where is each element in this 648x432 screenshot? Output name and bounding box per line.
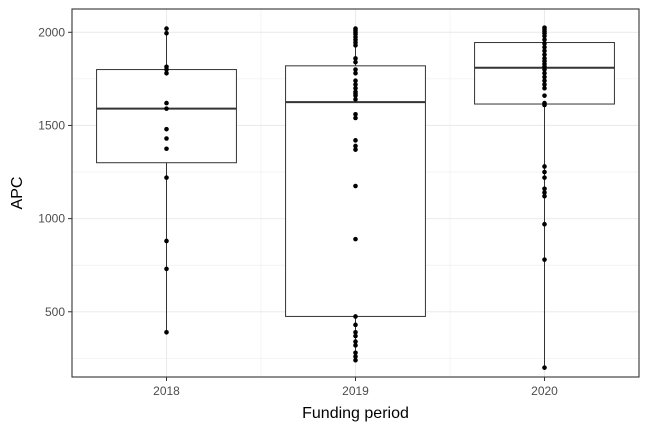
- data-point: [164, 175, 169, 180]
- data-point: [164, 238, 169, 244]
- data-point: [542, 164, 547, 169]
- data-point: [542, 365, 547, 370]
- data-point: [353, 138, 358, 143]
- data-point: [353, 236, 358, 242]
- y-axis-ticks: 500 1000 1500 2000: [38, 25, 72, 319]
- data-point: [542, 257, 547, 262]
- data-point: [164, 70, 169, 76]
- data-point: [164, 136, 169, 141]
- y-tick-label: 500: [45, 305, 65, 319]
- y-tick-label: 1000: [38, 212, 65, 226]
- box-2019: [285, 28, 426, 361]
- data-point: [542, 44, 547, 50]
- data-point: [542, 74, 547, 80]
- data-point: [353, 93, 358, 98]
- data-point: [164, 126, 169, 132]
- data-point: [542, 82, 547, 87]
- x-tick-label: 2018: [153, 384, 180, 398]
- data-point: [353, 143, 358, 149]
- data-point: [164, 67, 169, 72]
- data-point: [542, 52, 547, 57]
- data-point: [353, 82, 358, 87]
- data-point: [164, 146, 169, 152]
- data-point: [353, 147, 358, 152]
- data-point: [164, 266, 169, 272]
- box-layer: [96, 27, 615, 368]
- data-point: [542, 190, 547, 195]
- data-point: [164, 30, 169, 36]
- y-tick-label: 1500: [38, 118, 65, 132]
- data-point: [164, 100, 169, 106]
- data-point: [542, 70, 547, 76]
- data-point: [353, 183, 358, 189]
- data-point: [542, 221, 547, 227]
- data-point: [353, 67, 358, 72]
- data-point: [353, 329, 358, 335]
- data-point: [164, 329, 169, 335]
- data-point: [353, 59, 358, 65]
- data-point: [542, 175, 547, 180]
- data-point: [353, 354, 358, 359]
- data-point: [353, 43, 358, 48]
- data-point: [542, 48, 547, 54]
- data-point: [353, 85, 358, 91]
- data-point: [542, 67, 547, 72]
- data-point: [353, 97, 358, 102]
- data-point: [542, 102, 547, 108]
- box-iqr-2019: [285, 65, 426, 317]
- data-point: [164, 106, 169, 111]
- data-point: [353, 314, 358, 319]
- data-point: [353, 56, 358, 61]
- data-point: [542, 41, 547, 46]
- data-point: [353, 111, 358, 117]
- data-point: [353, 322, 358, 328]
- data-point: [353, 70, 358, 76]
- data-point: [542, 85, 547, 91]
- data-point: [542, 37, 547, 43]
- data-point: [353, 115, 358, 121]
- data-point: [353, 333, 358, 339]
- data-point: [542, 33, 547, 39]
- x-tick-label: 2020: [531, 384, 558, 398]
- y-axis-title: APC: [9, 177, 26, 210]
- data-point: [164, 26, 169, 31]
- x-axis-ticks: 2018 2019 2020: [153, 377, 558, 398]
- point-layer: [164, 25, 547, 370]
- data-point: [353, 357, 358, 363]
- x-axis-title: Funding period: [302, 405, 409, 422]
- data-point: [353, 78, 358, 84]
- data-point: [542, 93, 547, 98]
- data-point: [542, 193, 547, 199]
- y-tick-label: 2000: [38, 25, 65, 39]
- data-point: [542, 186, 547, 192]
- data-point: [353, 343, 358, 348]
- data-point: [542, 78, 547, 84]
- x-tick-label: 2019: [342, 384, 369, 398]
- data-point: [353, 339, 358, 344]
- data-point: [542, 169, 547, 175]
- data-point: [353, 350, 358, 356]
